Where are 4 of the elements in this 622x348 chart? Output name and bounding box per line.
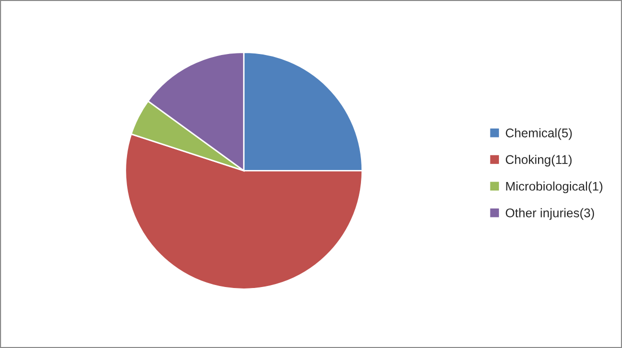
legend-label: Choking(11) xyxy=(506,154,572,166)
legend-label: Other injuries(3) xyxy=(506,208,594,220)
legend-label: Microbiological(1) xyxy=(506,182,602,194)
legend-label: Chemical(5) xyxy=(506,128,572,140)
